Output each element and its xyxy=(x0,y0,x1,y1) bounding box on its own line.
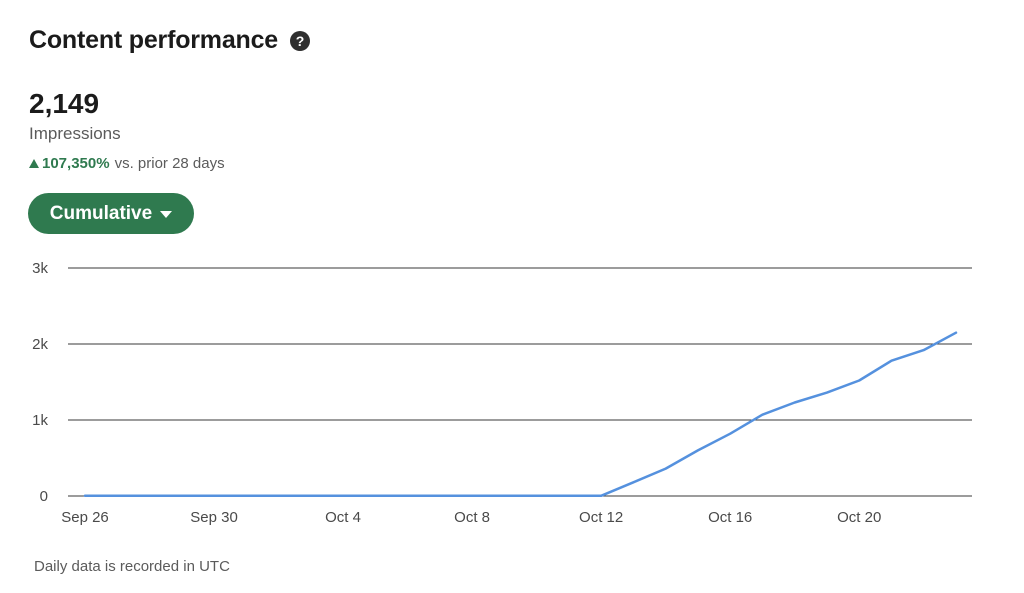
x-tick-label: Oct 20 xyxy=(837,509,881,526)
x-tick-label: Sep 26 xyxy=(61,509,109,526)
header: Content performance ? xyxy=(29,26,311,55)
change-indicator: 107,350% vs. prior 28 days xyxy=(29,155,225,172)
x-tick-label: Oct 16 xyxy=(708,509,752,526)
caret-down-icon xyxy=(160,211,173,218)
y-tick-label: 3k xyxy=(32,260,48,277)
footnote: Daily data is recorded in UTC xyxy=(34,558,230,575)
x-tick-label: Oct 8 xyxy=(454,509,490,526)
change-text: vs. prior 28 days xyxy=(114,155,225,172)
x-tick-label: Sep 30 xyxy=(190,509,238,526)
impressions-label: Impressions xyxy=(29,124,121,143)
impressions-line-chart: 0 1k 2k 3k Sep 26 Sep 30 Oct 4 Oct 8 Oct 12 Oct 1… xyxy=(32,260,972,526)
impressions-series-line xyxy=(83,331,958,498)
impressions-value: 2,149 xyxy=(29,88,100,119)
dropdown-label: Cumulative xyxy=(49,202,153,224)
y-tick-label: 0 xyxy=(40,488,48,505)
x-tick-label: Oct 12 xyxy=(579,509,623,526)
y-tick-label: 2k xyxy=(32,336,48,353)
triangle-up-icon xyxy=(29,158,39,168)
y-tick-label: 1k xyxy=(32,412,48,429)
question-circle-icon[interactable]: ? xyxy=(290,30,311,51)
change-value: 107,350% xyxy=(42,155,110,172)
cumulative-dropdown-button[interactable]: Cumulative xyxy=(28,193,194,234)
page-title: Content performance xyxy=(29,26,279,54)
x-tick-label: Oct 4 xyxy=(325,509,361,526)
